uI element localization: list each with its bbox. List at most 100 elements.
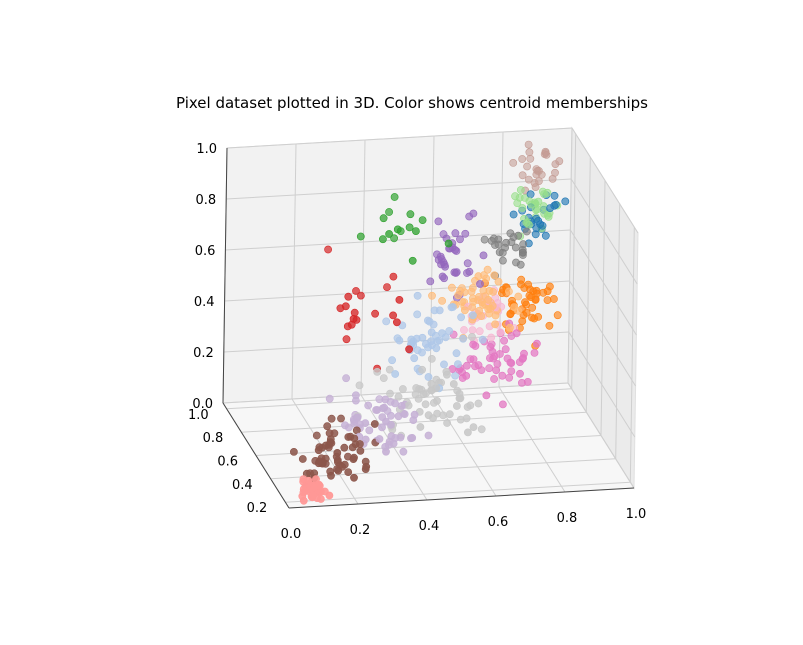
data-point — [487, 333, 496, 342]
data-point — [411, 390, 420, 399]
data-point — [531, 183, 540, 191]
data-point — [514, 292, 523, 301]
data-point — [518, 204, 527, 212]
data-point — [510, 303, 519, 311]
data-point — [504, 287, 513, 296]
data-point — [544, 212, 553, 221]
data-point — [382, 417, 390, 426]
data-point — [546, 204, 554, 212]
data-point — [444, 239, 453, 248]
data-point — [378, 235, 387, 244]
data-point — [479, 251, 488, 260]
data-point — [452, 349, 461, 358]
x-tick-label: 0.2 — [350, 523, 371, 538]
grid-line-y-floor — [285, 481, 631, 503]
data-point — [482, 391, 491, 400]
data-point — [454, 291, 463, 300]
data-point — [385, 208, 393, 216]
data-point — [526, 154, 535, 163]
data-point — [355, 440, 364, 448]
data-point — [404, 401, 413, 410]
data-point — [356, 446, 365, 455]
data-point — [365, 426, 374, 435]
data-point — [468, 303, 477, 312]
data-point — [418, 348, 426, 357]
data-point — [389, 272, 398, 281]
data-point — [471, 342, 480, 350]
y-tick-label: 0.4 — [232, 478, 253, 493]
data-point — [447, 303, 456, 312]
data-point — [449, 380, 458, 388]
data-point — [433, 396, 441, 405]
data-point — [427, 354, 436, 363]
data-point — [435, 306, 444, 315]
z-tick-label: 0.6 — [195, 244, 216, 259]
data-point — [550, 191, 559, 200]
data-point — [407, 434, 415, 443]
data-point — [490, 271, 499, 280]
data-point — [445, 410, 454, 419]
data-point — [469, 423, 478, 431]
data-point — [382, 317, 391, 326]
data-point — [517, 280, 525, 289]
x-tick-label: 1.0 — [626, 507, 647, 522]
data-point — [492, 366, 500, 375]
data-point — [411, 227, 420, 235]
grid-line-z-back — [226, 127, 573, 149]
data-point — [505, 373, 514, 382]
grid-line-z-side — [569, 280, 637, 387]
data-point — [512, 329, 521, 338]
grid-line-y-floor — [255, 435, 602, 456]
data-point — [496, 328, 505, 337]
data-point — [371, 309, 379, 318]
data-point — [513, 199, 522, 207]
data-point — [397, 401, 406, 410]
data-point — [501, 243, 509, 252]
data-point — [419, 390, 428, 399]
data-point — [480, 235, 489, 244]
data-point — [452, 402, 461, 410]
data-point — [373, 367, 382, 376]
data-point — [361, 419, 370, 427]
data-point — [399, 447, 408, 456]
data-point — [527, 200, 536, 209]
grid-line-z-side — [567, 382, 635, 489]
data-point — [372, 406, 380, 414]
data-point — [509, 158, 518, 167]
data-point — [478, 335, 487, 344]
data-point — [299, 496, 308, 505]
data-point — [468, 284, 477, 292]
data-point — [382, 447, 390, 456]
data-point — [391, 370, 400, 378]
data-point — [427, 386, 436, 395]
data-point — [436, 252, 445, 261]
data-point — [406, 210, 415, 219]
data-point — [325, 394, 334, 403]
data-point — [326, 435, 335, 443]
data-point — [405, 223, 414, 232]
data-point — [429, 414, 437, 423]
z-tick-label: 0.8 — [196, 193, 217, 208]
data-point — [493, 360, 502, 368]
data-point — [455, 394, 464, 403]
data-point — [410, 354, 419, 363]
data-point — [416, 423, 425, 431]
data-point — [475, 327, 484, 336]
data-point — [364, 401, 373, 410]
data-point — [522, 308, 531, 317]
data-point — [469, 355, 478, 364]
data-point — [424, 431, 433, 440]
data-point — [405, 345, 413, 354]
data-point — [534, 312, 542, 321]
data-point — [468, 311, 477, 320]
data-point — [398, 385, 407, 393]
data-point — [518, 245, 527, 254]
grid-line-z-side — [569, 229, 637, 336]
data-point — [530, 348, 539, 357]
data-point — [432, 344, 441, 353]
data-point — [390, 234, 398, 243]
data-point — [394, 392, 403, 401]
data-point — [447, 283, 456, 292]
data-point — [351, 396, 360, 405]
data-point — [457, 313, 465, 322]
